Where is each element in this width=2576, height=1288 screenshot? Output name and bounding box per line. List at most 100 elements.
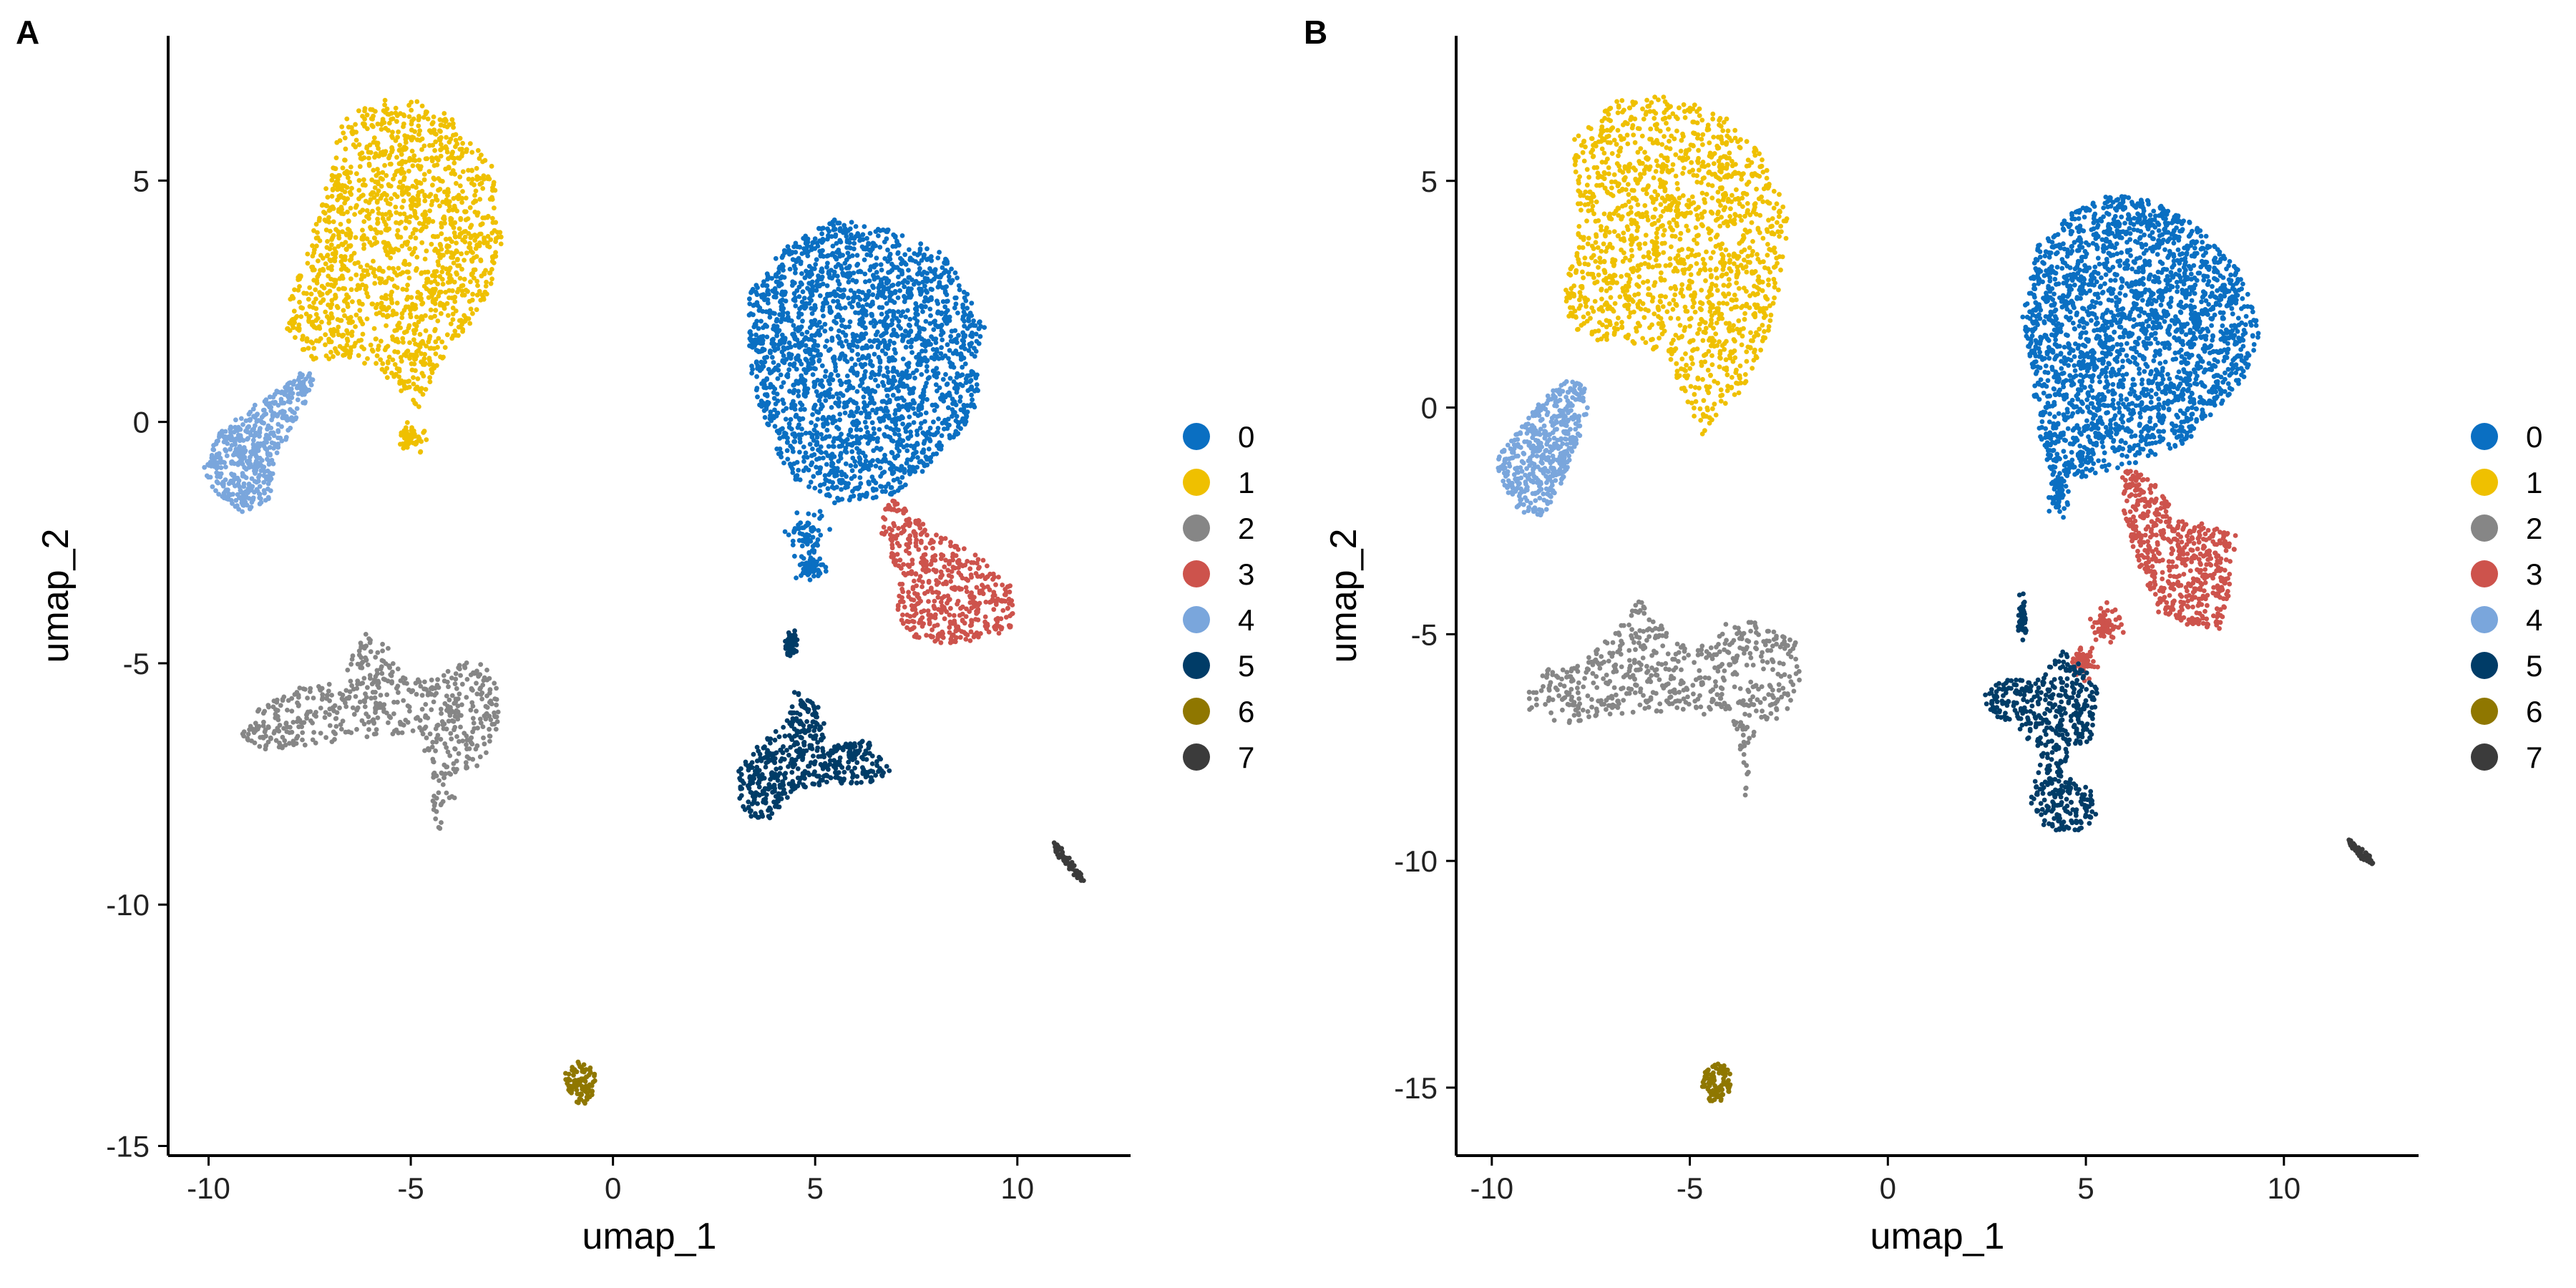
point xyxy=(912,578,917,584)
point xyxy=(919,399,925,405)
point xyxy=(948,543,953,549)
point xyxy=(957,381,963,387)
point xyxy=(374,192,380,197)
point xyxy=(337,705,342,711)
point xyxy=(928,313,933,318)
point xyxy=(818,562,824,567)
point xyxy=(887,294,892,300)
point xyxy=(858,427,864,432)
point xyxy=(403,137,409,142)
point xyxy=(965,326,970,331)
point xyxy=(859,355,865,361)
point xyxy=(801,235,806,241)
cluster-3-points xyxy=(879,498,1015,645)
point xyxy=(390,116,396,122)
point xyxy=(488,237,494,243)
point xyxy=(914,432,920,437)
point xyxy=(894,316,899,321)
point xyxy=(857,318,863,323)
point xyxy=(938,575,943,580)
point xyxy=(803,348,808,353)
point xyxy=(811,550,816,555)
point xyxy=(363,632,369,637)
point xyxy=(807,577,813,582)
point xyxy=(297,686,303,691)
point xyxy=(814,257,819,263)
point xyxy=(914,520,919,525)
point xyxy=(463,195,469,201)
point xyxy=(884,365,889,371)
point xyxy=(792,528,797,533)
point xyxy=(311,300,316,306)
point xyxy=(315,235,321,240)
point xyxy=(909,350,914,355)
point xyxy=(950,278,955,283)
point xyxy=(889,385,894,391)
point xyxy=(793,295,798,301)
point xyxy=(463,315,469,321)
point xyxy=(875,345,881,350)
point xyxy=(403,159,409,165)
point xyxy=(321,268,326,273)
point xyxy=(776,270,781,275)
point xyxy=(768,381,774,387)
point xyxy=(354,726,359,732)
point xyxy=(887,254,892,260)
point xyxy=(791,382,796,388)
point xyxy=(343,348,349,353)
point xyxy=(807,441,813,447)
point xyxy=(403,441,409,447)
point xyxy=(775,398,781,404)
point xyxy=(757,368,763,374)
point xyxy=(856,294,861,300)
point xyxy=(956,557,962,563)
point xyxy=(996,575,1001,580)
point xyxy=(921,255,927,260)
point xyxy=(914,441,920,447)
point xyxy=(417,344,423,350)
point xyxy=(376,188,381,194)
point xyxy=(845,270,851,276)
point xyxy=(345,304,351,309)
point xyxy=(831,298,836,304)
point xyxy=(477,175,482,181)
point xyxy=(807,274,812,279)
point xyxy=(939,433,945,439)
point xyxy=(962,562,968,568)
point xyxy=(885,258,891,264)
point xyxy=(831,223,836,228)
point xyxy=(970,334,975,339)
point xyxy=(938,640,944,645)
point xyxy=(847,301,852,306)
point xyxy=(903,328,908,334)
point xyxy=(275,717,281,723)
point xyxy=(399,315,405,321)
point xyxy=(952,305,957,311)
point xyxy=(448,771,454,777)
point xyxy=(969,386,975,391)
point xyxy=(389,289,394,295)
point xyxy=(823,450,829,455)
point xyxy=(375,715,381,721)
point xyxy=(833,233,838,239)
point xyxy=(374,727,379,732)
point xyxy=(774,447,780,452)
point xyxy=(419,226,425,232)
point xyxy=(453,769,458,775)
point xyxy=(310,253,316,259)
point xyxy=(409,204,414,210)
point xyxy=(814,389,819,394)
point xyxy=(423,328,429,333)
point xyxy=(969,392,974,398)
point xyxy=(823,477,829,482)
point xyxy=(911,619,917,625)
point xyxy=(889,492,894,497)
point xyxy=(437,826,443,831)
point xyxy=(882,275,887,281)
point xyxy=(396,220,402,226)
point xyxy=(884,314,890,320)
point xyxy=(942,304,948,310)
point xyxy=(804,465,809,470)
point xyxy=(867,278,872,283)
point xyxy=(834,436,840,441)
